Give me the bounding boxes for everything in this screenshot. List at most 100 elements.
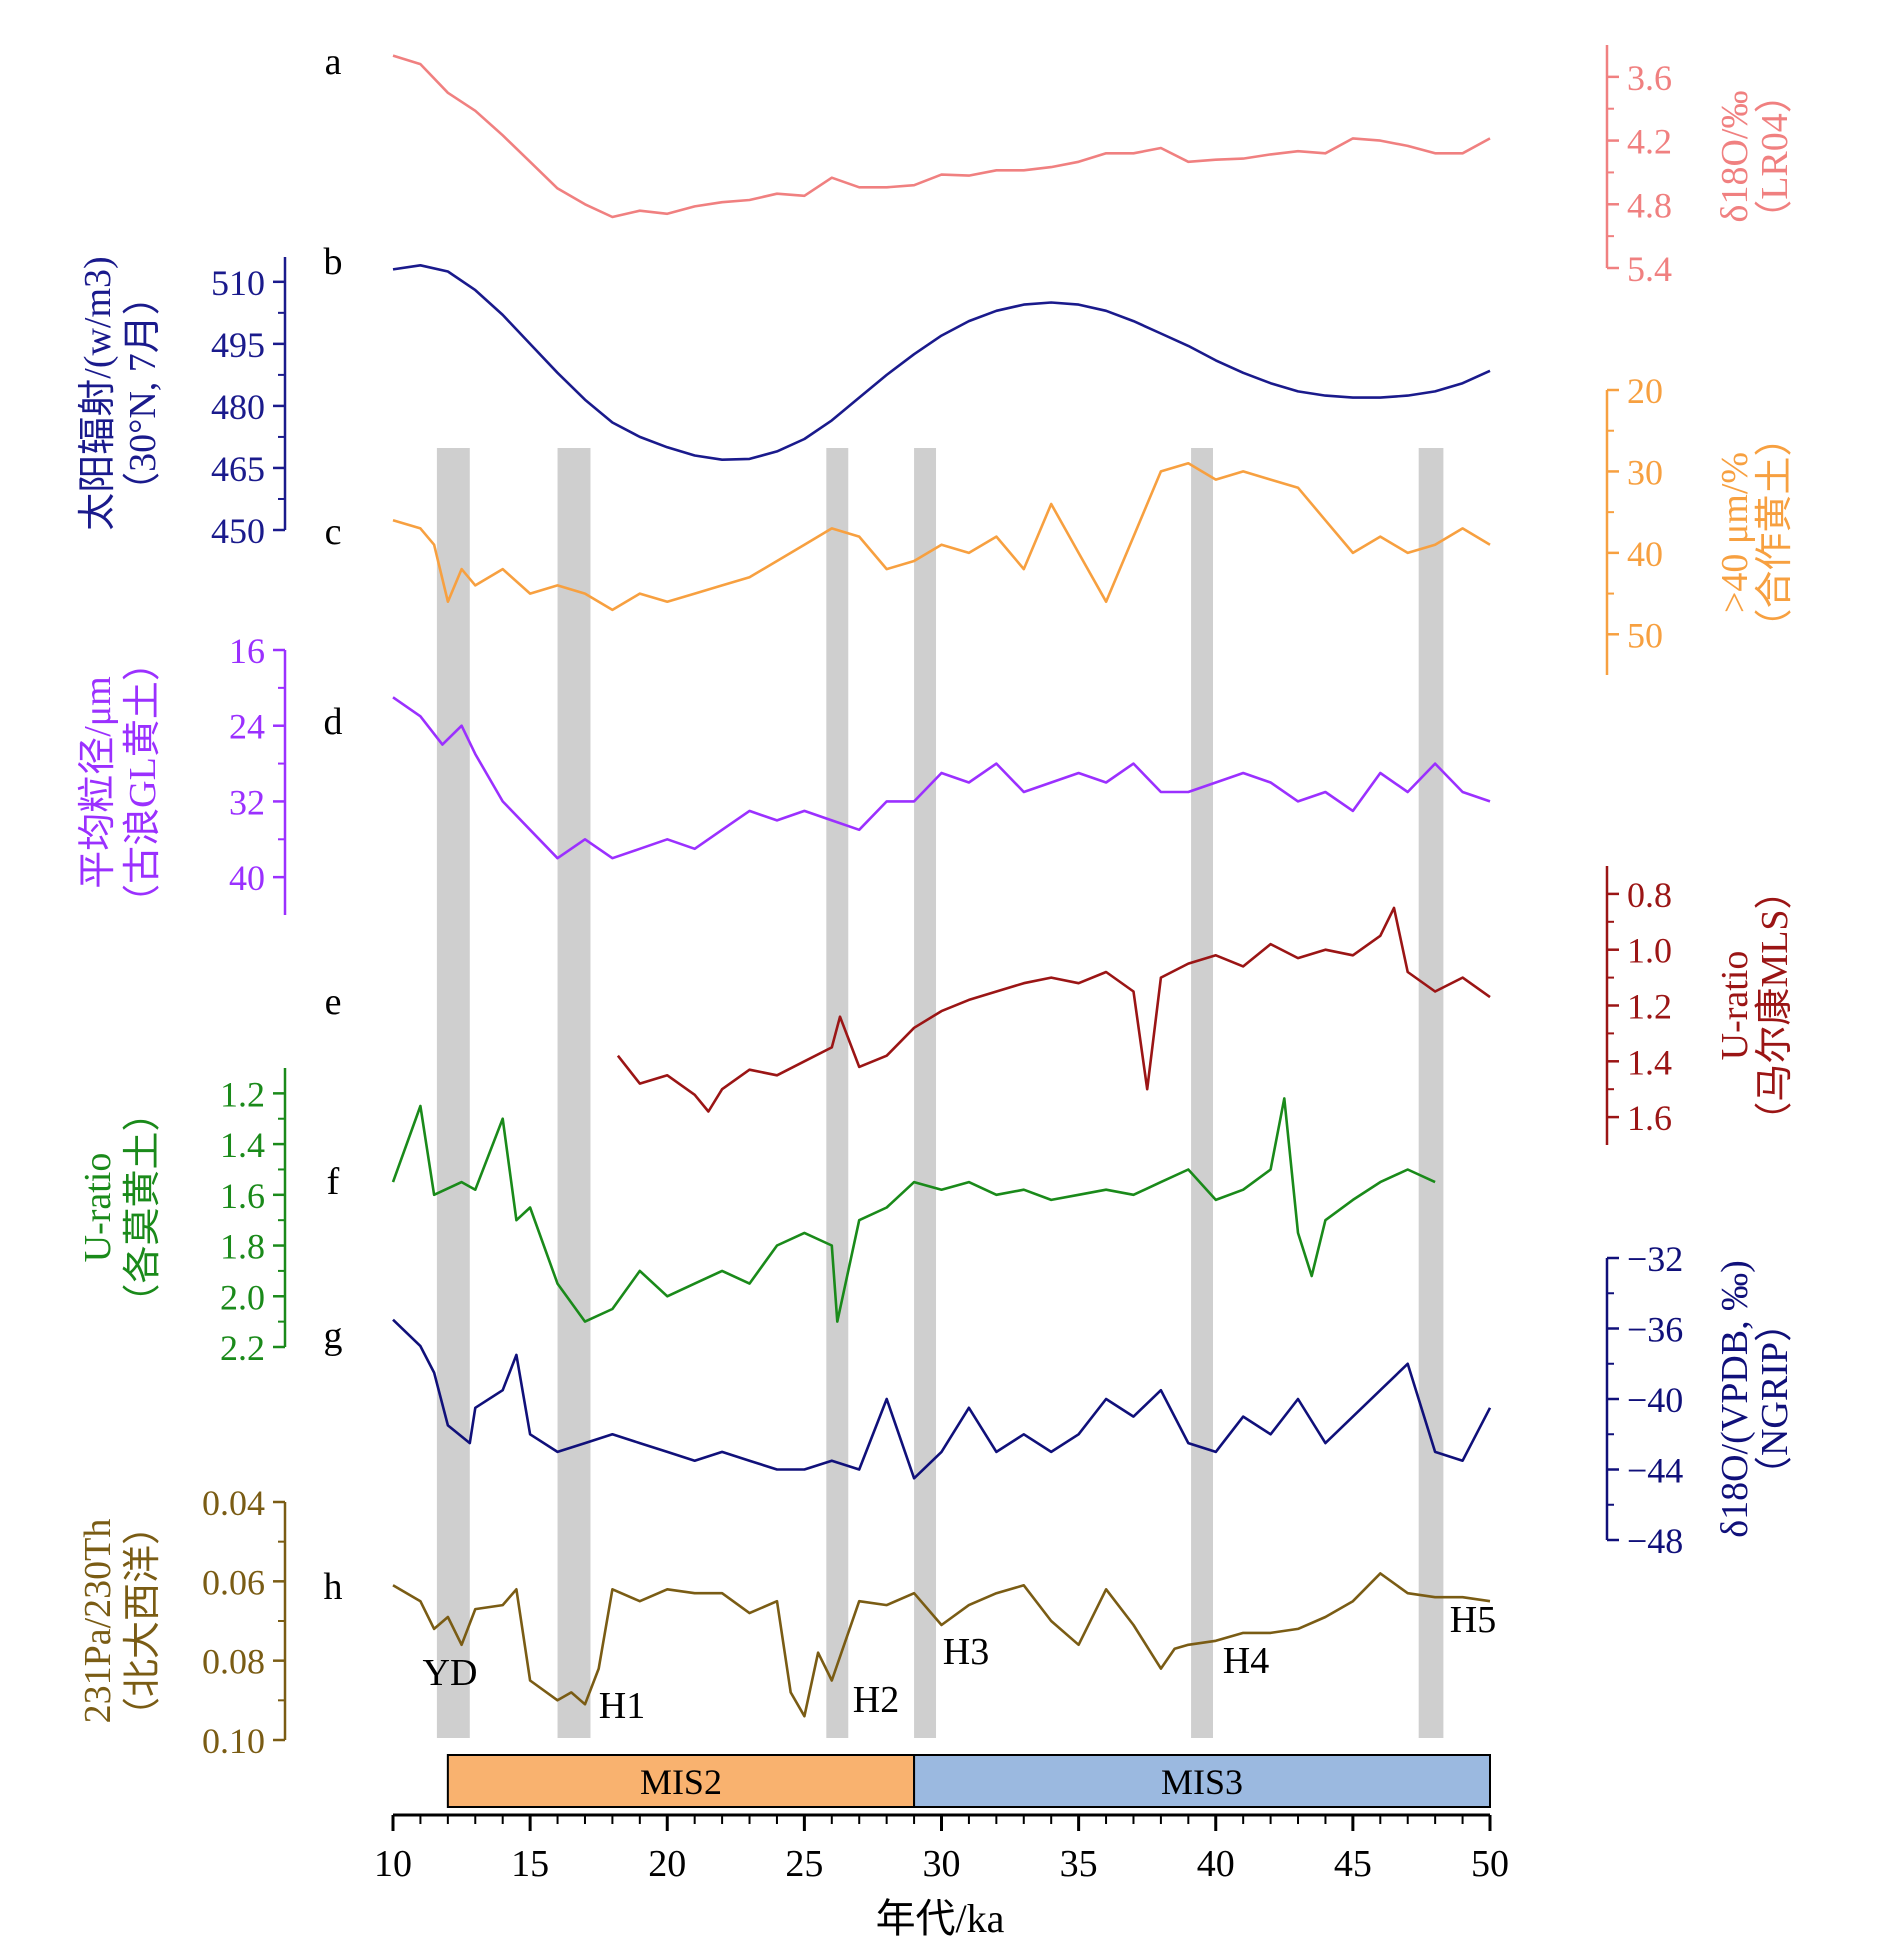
x-tick-label: 15 (511, 1843, 549, 1885)
event-labels: YD H1 H2 H3 H4 H5 (423, 1599, 1497, 1727)
y-axis-label-g: （NGRIP） (1754, 1304, 1796, 1494)
y-tick-label-f: 2.0 (220, 1277, 265, 1317)
y-axis-label-f: （各莫黄土） (122, 1093, 164, 1321)
series-line-e (616, 906, 1491, 1113)
y-axis-label-e: （马尔康MLS） (1754, 871, 1796, 1139)
y-tick-label-c: 30 (1627, 452, 1663, 492)
panel-e: e 0.8 1.0 1.2 1.4 1.6 U-ratio（马尔康MLS） (325, 866, 1796, 1145)
y-tick-label-c: 50 (1627, 615, 1663, 655)
y-tick-label-h: 0.08 (202, 1642, 265, 1682)
panel-letter-e: e (325, 981, 342, 1023)
y-tick-label-f: 1.6 (220, 1176, 265, 1216)
panel-f: f 1.2 1.4 1.6 1.8 2.0 2.2 U-ratio （各莫黄土） (77, 1068, 1436, 1368)
y-tick-label-h: 0.06 (202, 1562, 265, 1602)
y-tick-label-c: 20 (1627, 371, 1663, 411)
series-line-h (392, 1572, 1491, 1718)
mis-band-mis3 (913, 1754, 1491, 1808)
y-tick-label-h: 0.04 (202, 1483, 265, 1523)
panel-a: a 3.6 4.2 4.8 5.4 δ18O/‰（LR04） (325, 41, 1796, 289)
panel-letter-b: b (324, 241, 343, 283)
mis-bar: MIS2 MIS3 (446, 1754, 1491, 1808)
event-label-h1: H1 (599, 1685, 645, 1727)
panel-letter-d: d (324, 701, 343, 743)
y-axis-label-f: U-ratio (77, 1153, 119, 1263)
y-tick-label-e: 0.8 (1627, 875, 1672, 915)
x-tick-label: 45 (1334, 1843, 1372, 1885)
y-tick-label-g: −44 (1627, 1451, 1683, 1491)
y-tick-label-c: 40 (1627, 534, 1663, 574)
x-axis: 年代/ka 10 15 20 25 30 35 40 45 50 (374, 1813, 1509, 1941)
x-tick-label: 10 (374, 1843, 412, 1885)
y-axis-label-c: （合作黄土） (1754, 418, 1796, 646)
panel-letter-c: c (325, 511, 342, 553)
event-label-h3: H3 (943, 1631, 989, 1673)
panel-letter-f: f (327, 1161, 340, 1203)
y-tick-label-b: 480 (211, 387, 265, 427)
shaded-interval-h4 (1191, 448, 1214, 1738)
y-tick-label-b: 465 (211, 449, 265, 489)
y-tick-label-e: 1.0 (1627, 931, 1672, 971)
event-label-yd: YD (423, 1652, 478, 1694)
y-tick-label-d: 40 (229, 858, 265, 898)
y-tick-label-f: 1.4 (220, 1125, 265, 1165)
shaded-interval-h2 (826, 448, 849, 1738)
y-tick-label-d: 16 (229, 631, 265, 671)
y-axis-label-e: U-ratio (1714, 951, 1756, 1061)
panel-g: g −32 −36 −40 −44 −48 δ18O/(VPDB, ‰)（NGRIP） (324, 1239, 1797, 1561)
mis-label-mis3: MIS3 (1161, 1762, 1243, 1802)
y-tick-label-g: −36 (1627, 1310, 1683, 1350)
x-axis-label: 年代/ka (876, 1896, 1005, 1941)
panels: a 3.6 4.2 4.8 5.4 δ18O/‰（LR04） b 510 495 480 465 45… (77, 41, 1796, 1761)
y-tick-label-f: 1.8 (220, 1227, 265, 1267)
panel-letter-a: a (325, 41, 342, 83)
event-label-h4: H4 (1223, 1640, 1269, 1682)
x-tick-label: 20 (648, 1843, 686, 1885)
y-tick-label-g: −32 (1627, 1239, 1683, 1279)
y-tick-label-d: 32 (229, 782, 265, 822)
y-axis-label-b: 太阳辐射/(w/m3) (77, 256, 119, 530)
y-tick-label-e: 1.6 (1627, 1098, 1672, 1138)
y-axis-label-h: （北大西洋） (122, 1507, 164, 1735)
y-tick-label-d: 24 (229, 707, 265, 747)
event-label-h5: H5 (1450, 1599, 1496, 1641)
y-axis-label-d: 平均粒径/μm (77, 676, 119, 889)
y-tick-label-b: 495 (211, 325, 265, 365)
y-tick-label-a: 5.4 (1627, 249, 1672, 289)
y-tick-label-f: 2.2 (220, 1328, 265, 1368)
y-axis-label-d: （古浪GL黄土） (122, 643, 164, 922)
shaded-interval-yd (436, 448, 470, 1738)
x-tick-label: 30 (923, 1843, 961, 1885)
mis-band-mis2 (446, 1754, 916, 1808)
y-axis-label-a: （LR04） (1754, 75, 1796, 238)
y-axis-label-a: δ18O/‰ (1714, 91, 1756, 223)
panel-h: h 0.04 0.06 0.08 0.10 231Pa/230Th （北大西洋） (77, 1483, 1491, 1761)
y-axis-label-h: 231Pa/230Th (77, 1519, 119, 1724)
x-tick-label: 50 (1471, 1843, 1509, 1885)
shaded-interval-h3 (914, 448, 937, 1738)
y-tick-label-a: 4.8 (1627, 185, 1672, 225)
series-line-a (392, 54, 1491, 219)
y-tick-label-e: 1.2 (1627, 987, 1672, 1027)
panel-c: c 20 30 40 50 >40 μm/%（合作黄土） (325, 371, 1796, 675)
event-label-h2: H2 (853, 1679, 899, 1721)
y-tick-label-a: 3.6 (1627, 58, 1672, 98)
y-axis-label-b: （30°N, 7月） (122, 277, 164, 510)
series-line-d (392, 696, 1491, 860)
panel-letter-g: g (324, 1315, 343, 1357)
series-line-c (392, 461, 1491, 612)
y-tick-label-b: 450 (211, 511, 265, 551)
series-line-f (391, 1097, 1436, 1323)
y-axis-label-c: >40 μm/% (1714, 452, 1756, 613)
panel-letter-h: h (324, 1566, 343, 1608)
y-tick-label-g: −48 (1627, 1521, 1683, 1561)
panel-d: d 16 24 32 40 平均粒径/μm （古浪GL黄土） (77, 631, 1491, 922)
x-tick-label: 35 (1060, 1843, 1098, 1885)
shaded-intervals (436, 448, 1444, 1738)
panel-b: b 510 495 480 465 450 太阳辐射/(w/m3) （30°N, 7月） (77, 241, 1491, 551)
y-tick-label-b: 510 (211, 263, 265, 303)
series-line-b (392, 263, 1491, 462)
shaded-interval-h5 (1418, 448, 1444, 1738)
y-tick-label-h: 0.10 (202, 1721, 265, 1761)
y-axis-label-g: δ18O/(VPDB, ‰) (1714, 1260, 1756, 1538)
